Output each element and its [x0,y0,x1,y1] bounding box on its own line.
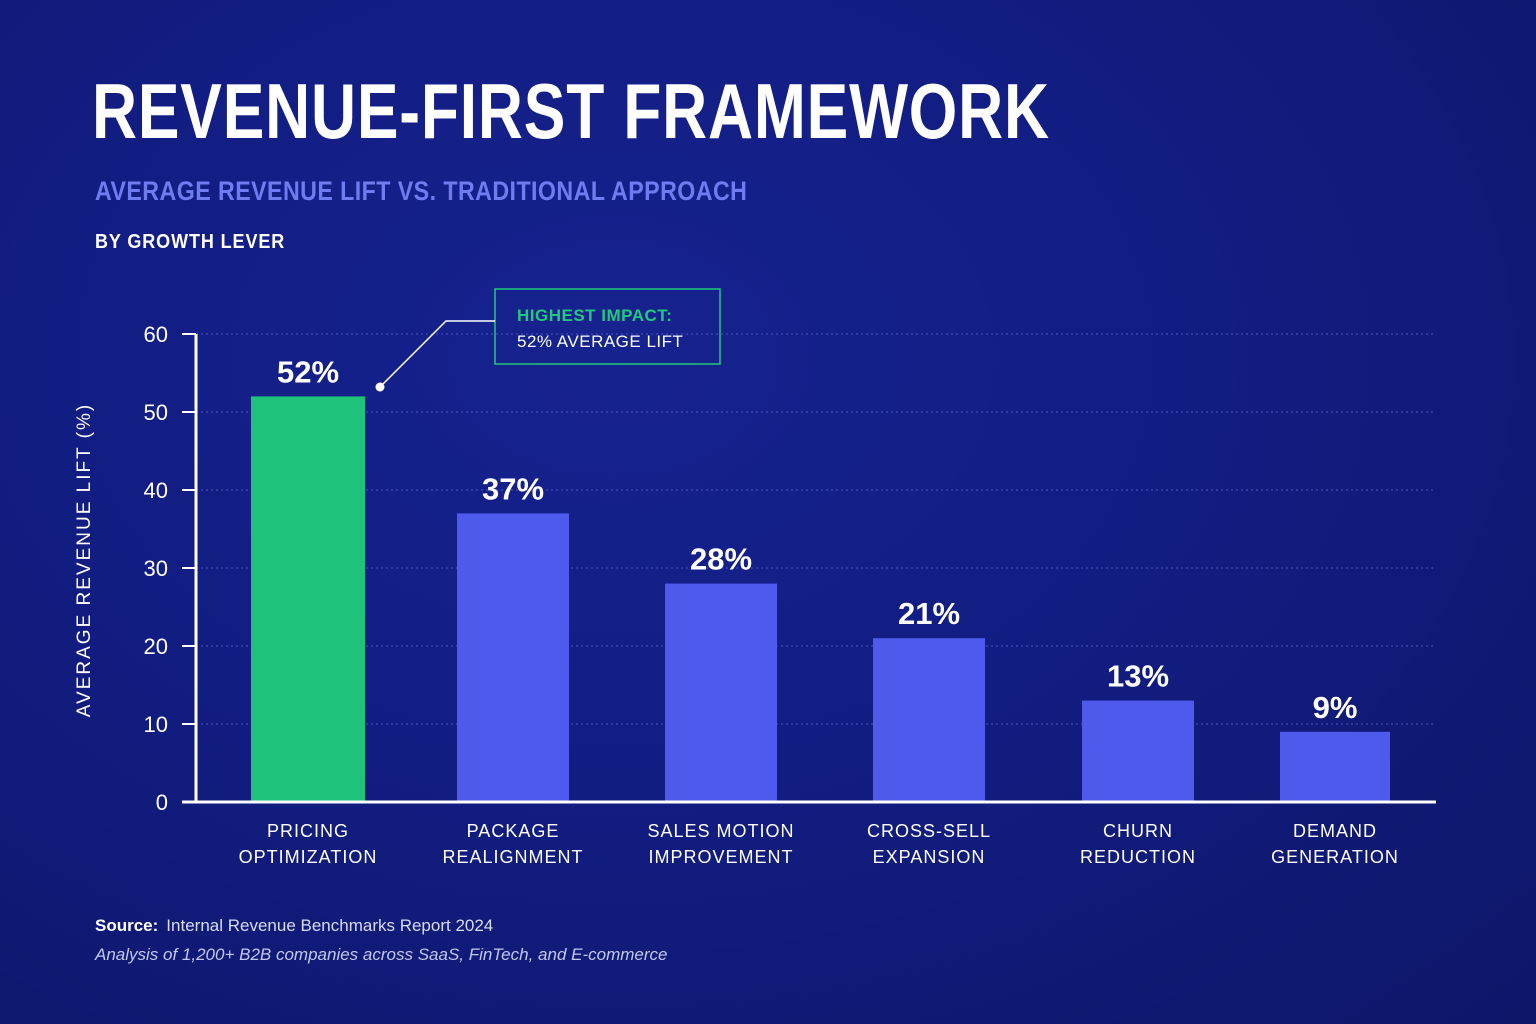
bar-value-label: 28% [690,542,752,577]
x-category-label: PACKAGE [467,821,560,841]
callout-leader-dot [375,382,385,392]
y-axis-title: AVERAGE REVENUE LIFT (%) [74,403,95,717]
bar-value-label: 9% [1313,690,1358,725]
chart-subtitle: AVERAGE REVENUE LIFT VS. TRADITIONAL APP… [95,176,748,206]
bar-value-label: 21% [898,596,960,631]
bar [251,396,365,801]
y-tick-label: 50 [144,400,168,425]
y-tick-label: 10 [144,712,168,737]
bar [1280,731,1390,801]
bar [1082,700,1194,801]
callout-box [494,288,721,365]
x-category-label: IMPROVEMENT [648,847,793,867]
y-tick-label: 40 [144,478,168,503]
callout-heading: HIGHEST IMPACT: [517,306,672,325]
x-category-label: GENERATION [1271,847,1399,867]
source-line: Source: Internal Revenue Benchmarks Repor… [95,916,493,936]
bar [873,638,985,801]
callout-leader-line [379,320,495,388]
bar [457,513,569,801]
x-category-label: DEMAND [1293,821,1377,841]
x-category-label: EXPANSION [873,847,986,867]
bar-value-label: 52% [277,354,339,389]
bar-value-label: 37% [482,471,544,506]
bar [665,583,777,801]
y-tick-label: 30 [144,556,168,581]
y-tick-label: 20 [144,634,168,659]
y-tick-label: 60 [144,322,168,347]
x-category-label: CHURN [1103,821,1173,841]
x-category-label: REDUCTION [1080,847,1196,867]
chart-grouping-label: BY GROWTH LEVER [95,231,286,253]
chart-title: REVENUE-FIRST FRAMEWORK [92,67,1050,155]
x-category-label: CROSS-SELL [867,821,991,841]
y-tick-label: 0 [156,790,168,815]
x-category-label: OPTIMIZATION [239,847,378,867]
x-category-label: SALES MOTION [647,821,794,841]
x-category-label: PRICING [267,821,349,841]
source-label: Source: [95,916,159,935]
x-category-label: REALIGNMENT [442,847,583,867]
source-note: Analysis of 1,200+ B2B companies across … [95,945,668,964]
bar-value-label: 13% [1107,659,1169,694]
callout-text: 52% AVERAGE LIFT [517,332,683,351]
source-text: Internal Revenue Benchmarks Report 2024 [166,916,494,935]
